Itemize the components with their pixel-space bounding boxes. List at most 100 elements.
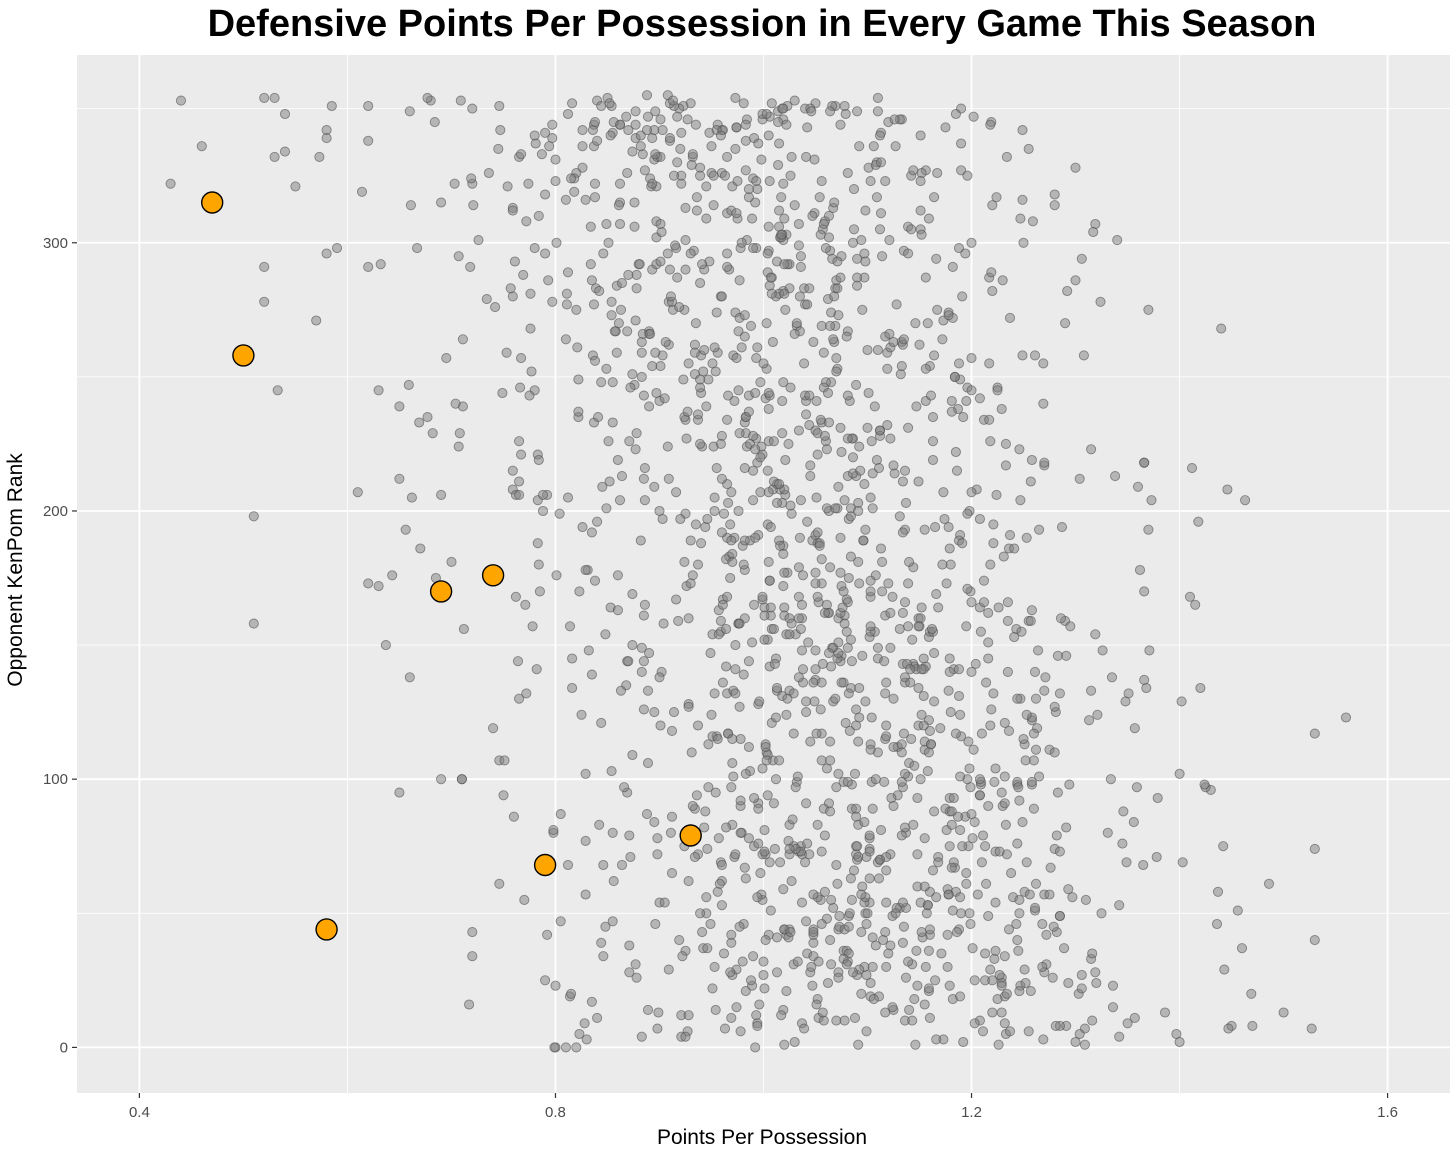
scatter-point	[680, 264, 691, 275]
scatter-point	[248, 618, 259, 629]
scatter-point	[589, 355, 601, 366]
scatter-point	[642, 111, 654, 122]
scatter-point	[945, 559, 956, 570]
scatter-point	[1151, 851, 1162, 863]
scatter-point	[373, 581, 384, 592]
scatter-point	[727, 733, 738, 745]
scatter-point	[657, 125, 668, 136]
scatter-point	[735, 827, 746, 838]
scatter-point	[600, 921, 611, 932]
scatter-point	[1132, 481, 1144, 492]
scatter-point	[650, 347, 661, 358]
scatter-point	[505, 283, 516, 294]
scatter-point	[1131, 782, 1142, 793]
scatter-point	[845, 873, 856, 884]
scatter-point	[569, 186, 580, 197]
scatter-point	[838, 586, 849, 597]
scatter-point	[647, 178, 658, 189]
scatter-point	[963, 736, 974, 747]
scatter-point	[588, 299, 600, 310]
scatter-point	[872, 344, 883, 356]
scatter-point	[833, 972, 844, 983]
scatter-point	[896, 776, 907, 787]
scatter-point	[743, 184, 754, 195]
scatter-point	[533, 559, 544, 570]
scatter-point	[854, 578, 865, 589]
scatter-point	[809, 154, 820, 165]
scatter-point	[985, 436, 996, 447]
scatter-point	[919, 881, 930, 892]
scatter-point	[645, 328, 656, 339]
scatter-point	[906, 733, 917, 745]
scatter-point	[466, 173, 477, 184]
scatter-point	[897, 527, 908, 538]
scatter-point	[953, 358, 965, 369]
scatter-point	[935, 723, 946, 734]
scatter-point	[537, 489, 549, 500]
scatter-point	[738, 98, 749, 109]
scatter-point	[786, 151, 797, 162]
scatter-point	[655, 720, 666, 731]
scatter-point	[854, 441, 865, 452]
scatter-point	[862, 908, 873, 919]
scatter-point	[763, 487, 774, 498]
scatter-point	[580, 768, 591, 779]
scatter-point	[733, 505, 744, 517]
scatter-point	[429, 117, 440, 128]
scatter-point	[812, 527, 823, 538]
scatter-point	[774, 138, 785, 149]
scatter-point	[900, 497, 912, 508]
scatter-point	[795, 623, 806, 635]
scatter-point	[946, 819, 957, 830]
scatter-point	[543, 275, 554, 286]
scatter-point	[795, 251, 806, 262]
scatter-point	[623, 125, 634, 136]
scatter-point	[1048, 921, 1059, 932]
scatter-point	[427, 428, 438, 439]
scatter-point	[771, 967, 783, 978]
scatter-point	[881, 851, 892, 863]
scatter-point	[830, 693, 841, 704]
scatter-point	[1190, 599, 1201, 610]
scatter-point	[615, 304, 627, 315]
scatter-point	[884, 328, 895, 339]
scatter-point	[564, 621, 576, 632]
scatter-point	[815, 414, 826, 425]
scatter-point	[793, 672, 804, 683]
scatter-point	[531, 664, 542, 675]
scatter-point	[936, 948, 947, 959]
scatter-point	[825, 806, 836, 817]
scatter-point	[574, 586, 585, 597]
scatter-point	[738, 669, 749, 680]
scatter-point	[773, 159, 784, 171]
scatter-point	[644, 401, 655, 412]
scatter-point	[1029, 666, 1041, 677]
scatter-point	[465, 261, 476, 272]
scatter-point	[967, 943, 978, 954]
scatter-point	[839, 495, 850, 506]
scatter-point	[887, 591, 898, 602]
scatter-point	[1012, 838, 1023, 849]
scatter-point	[612, 605, 623, 616]
scatter-point	[514, 436, 525, 447]
scatter-point	[529, 243, 540, 254]
scatter-point	[946, 806, 957, 817]
scatter-point	[920, 272, 931, 283]
scatter-point	[639, 495, 650, 506]
scatter-point	[793, 562, 804, 573]
highlighted-point	[679, 824, 702, 847]
scatter-point	[945, 707, 956, 718]
scatter-point	[969, 1018, 980, 1029]
scatter-point	[731, 1002, 742, 1013]
scatter-point	[1061, 822, 1072, 833]
scatter-point	[730, 92, 741, 103]
scatter-point	[931, 253, 942, 264]
y-tick-label: 300	[43, 235, 68, 252]
scatter-point	[631, 428, 642, 439]
scatter-point	[812, 591, 823, 602]
scatter-point	[596, 377, 607, 388]
scatter-point	[600, 629, 611, 640]
scatter-point	[680, 235, 691, 246]
scatter-point	[616, 471, 628, 482]
scatter-point	[732, 176, 743, 187]
